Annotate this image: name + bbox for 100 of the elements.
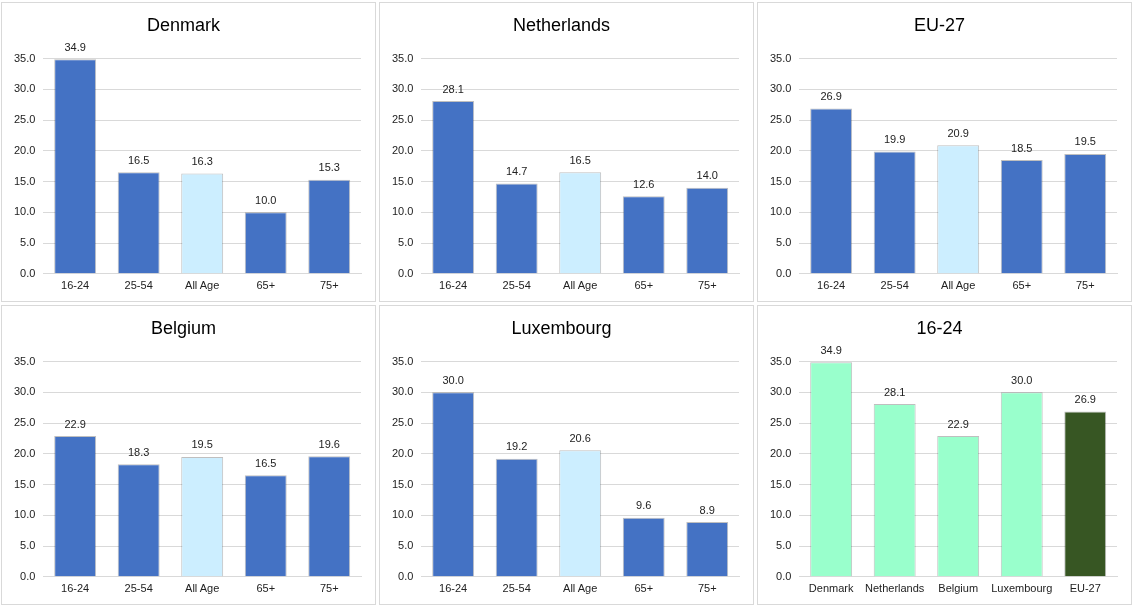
y-tick-label: 10.0 — [13, 205, 36, 218]
data-label: 12.6 — [633, 177, 655, 190]
x-tick-label: All Age — [941, 279, 976, 292]
y-tick-label: 35.0 — [769, 51, 792, 64]
x-tick-label: All Age — [185, 279, 220, 292]
chart-title: Luxembourg — [511, 317, 612, 338]
x-tick-label: 75+ — [697, 279, 717, 292]
y-tick-label: 30.0 — [13, 385, 36, 398]
data-label: 19.9 — [883, 132, 906, 145]
y-tick-label: 30.0 — [391, 385, 414, 398]
chart-title: EU-27 — [913, 14, 966, 35]
y-tick-label: 0.0 — [398, 266, 414, 279]
data-label: 14.0 — [696, 169, 718, 182]
x-tick-label: 75+ — [1075, 279, 1095, 292]
y-tick-label: 30.0 — [769, 82, 792, 95]
y-tick-label: 10.0 — [391, 205, 414, 218]
data-label: 16.5 — [255, 456, 277, 469]
data-label: 22.9 — [947, 417, 969, 430]
x-tick-label: 16-24 — [817, 279, 846, 292]
y-tick-label: 10.0 — [769, 205, 792, 218]
y-tick-label: 20.0 — [391, 143, 414, 156]
y-tick-label: 0.0 — [776, 266, 792, 279]
data-label: 15.3 — [318, 161, 340, 174]
y-tick-label: 5.0 — [20, 236, 36, 249]
x-tick-label: 25-54 — [124, 582, 153, 595]
y-tick-label: 35.0 — [13, 354, 36, 367]
y-tick-label: 10.0 — [769, 508, 792, 521]
x-tick-label: 65+ — [256, 582, 276, 595]
y-tick-label: 35.0 — [13, 51, 36, 64]
x-tick-label: 16-24 — [439, 279, 468, 292]
chart-title: 16-24 — [916, 317, 963, 338]
y-tick-label: 5.0 — [398, 236, 414, 249]
y-tick-label: 25.0 — [769, 113, 792, 126]
y-tick-label: 20.0 — [769, 143, 792, 156]
data-label: 30.0 — [442, 373, 464, 386]
data-label: 19.5 — [1074, 135, 1096, 148]
data-label: 10.0 — [255, 193, 277, 206]
y-tick-label: 10.0 — [13, 508, 36, 521]
x-tick-label: 65+ — [1012, 279, 1032, 292]
x-tick-label: All Age — [185, 582, 220, 595]
x-tick-label: 75+ — [697, 582, 717, 595]
y-tick-label: 15.0 — [769, 477, 792, 490]
chart-title: Belgium — [150, 317, 217, 338]
data-label: 26.9 — [820, 89, 842, 102]
x-tick-label: 16-24 — [61, 582, 90, 595]
y-tick-label: 35.0 — [769, 354, 792, 367]
y-tick-label: 30.0 — [769, 385, 792, 398]
x-tick-label: 25-54 — [502, 279, 531, 292]
y-tick-label: 15.0 — [13, 174, 36, 187]
x-tick-label: All Age — [563, 279, 598, 292]
chart-title: Denmark — [146, 14, 221, 35]
x-tick-label: 16-24 — [61, 279, 90, 292]
data-label: 20.9 — [947, 126, 969, 139]
x-tick-label: 65+ — [634, 582, 654, 595]
y-tick-label: 0.0 — [20, 569, 36, 582]
y-tick-label: 20.0 — [769, 446, 792, 459]
data-label: 19.5 — [191, 438, 213, 451]
data-label: 19.6 — [318, 437, 340, 450]
data-label: 28.1 — [442, 82, 464, 95]
x-tick-label: All Age — [563, 582, 598, 595]
x-tick-label: Netherlands — [865, 582, 925, 595]
data-label: 20.6 — [569, 431, 591, 444]
data-label: 8.9 — [699, 503, 715, 516]
y-tick-label: 30.0 — [13, 82, 36, 95]
x-tick-label: Belgium — [938, 582, 979, 595]
y-tick-label: 25.0 — [13, 113, 36, 126]
data-label: 22.9 — [64, 417, 86, 430]
chart-title: Netherlands — [512, 14, 611, 35]
y-tick-label: 10.0 — [391, 508, 414, 521]
y-tick-label: 35.0 — [391, 51, 414, 64]
y-tick-label: 25.0 — [13, 416, 36, 429]
y-tick-label: 20.0 — [13, 446, 36, 459]
y-tick-label: 5.0 — [776, 236, 792, 249]
x-tick-label: Luxembourg — [991, 582, 1053, 595]
x-tick-label: 65+ — [256, 279, 276, 292]
y-tick-label: 15.0 — [391, 477, 414, 490]
x-tick-label: Denmark — [808, 582, 854, 595]
x-tick-label: 65+ — [634, 279, 654, 292]
y-tick-label: 15.0 — [13, 477, 36, 490]
y-tick-label: 20.0 — [13, 143, 36, 156]
y-tick-label: 0.0 — [398, 569, 414, 582]
x-tick-label: 16-24 — [439, 582, 468, 595]
data-label: 18.5 — [1011, 141, 1033, 154]
x-tick-label: 75+ — [319, 582, 339, 595]
y-tick-label: 0.0 — [20, 266, 36, 279]
data-label: 34.9 — [820, 343, 842, 356]
data-label: 28.1 — [883, 385, 906, 398]
data-label: 16.5 — [127, 153, 150, 166]
x-tick-label: 25-54 — [880, 279, 909, 292]
data-label: 16.5 — [569, 153, 591, 166]
data-label: 18.3 — [127, 445, 150, 458]
data-label: 19.2 — [505, 440, 528, 453]
y-tick-label: 5.0 — [398, 539, 414, 552]
data-label: 34.9 — [64, 40, 86, 53]
data-label: 26.9 — [1074, 392, 1096, 405]
y-tick-label: 25.0 — [769, 416, 792, 429]
x-tick-label: 25-54 — [124, 279, 153, 292]
x-tick-label: EU-27 — [1069, 582, 1101, 595]
y-tick-label: 5.0 — [20, 539, 36, 552]
data-label: 9.6 — [636, 499, 652, 512]
